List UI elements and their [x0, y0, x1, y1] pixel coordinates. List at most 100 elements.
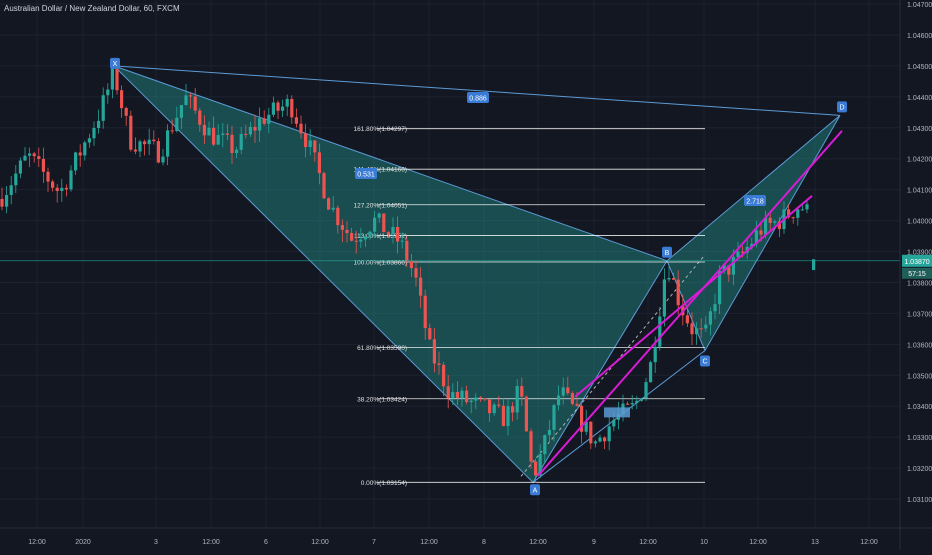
price-tick-label: 1.03100 [907, 497, 932, 504]
candle-body [179, 105, 183, 118]
candle-body [589, 421, 593, 444]
candle-body [350, 233, 354, 241]
candle-body [267, 114, 271, 124]
candle-body [419, 277, 423, 296]
candle-body [37, 156, 41, 159]
candle-body [276, 102, 280, 111]
point-a-label: A [533, 487, 538, 494]
candle-body [377, 213, 381, 218]
candle-body [235, 149, 239, 154]
candle-body [552, 405, 556, 430]
price-tick-label: 1.03700 [907, 311, 932, 318]
candle-body [506, 406, 510, 427]
candle-body [488, 399, 492, 414]
time-tick-label: 13 [811, 539, 819, 546]
candle-body [685, 315, 689, 324]
candle-body [120, 90, 124, 109]
time-tick-label: 12:00 [860, 539, 878, 546]
candle-body [465, 390, 469, 403]
candle-body [598, 437, 602, 442]
candle-body [166, 130, 170, 157]
candle-body [9, 185, 13, 195]
price-tick-label: 1.03900 [907, 250, 932, 257]
candle-body [754, 230, 758, 244]
fib-label: 127.20%(1.04051) [354, 202, 408, 209]
fib-label: 141.40%(1.04166) [354, 167, 408, 174]
candle-body [308, 140, 312, 148]
time-tick-label: 12:00 [202, 539, 220, 546]
candle-body [396, 226, 400, 242]
time-tick-label: 2020 [75, 539, 91, 546]
candle-body [290, 98, 294, 118]
candle-body [382, 213, 386, 233]
candle-body [731, 257, 735, 275]
candle-body [529, 431, 533, 462]
candle-body [189, 95, 193, 97]
candle-body [722, 265, 726, 272]
point-c-badge [700, 355, 710, 367]
fib-levels: 161.80%(1.04297) 141.40%(1.04166) 127.20%(… [354, 126, 705, 487]
candle-body [741, 251, 745, 253]
candle-body [299, 123, 303, 134]
point-c-label: C [702, 359, 707, 366]
candle-body [106, 89, 110, 96]
candle-body [566, 387, 570, 394]
candle-body [607, 426, 611, 442]
candle-body [212, 127, 216, 145]
candle-body [331, 207, 335, 210]
current-price-badge [902, 254, 932, 267]
candle-body [451, 392, 455, 399]
candle-body [708, 311, 712, 325]
candle-body [322, 173, 326, 199]
candle-body [538, 454, 542, 476]
candle-body [777, 221, 781, 230]
candle-body [207, 127, 211, 136]
candle-body [184, 95, 188, 106]
candle-body [138, 141, 142, 152]
candle-body [492, 404, 496, 414]
candle-body [570, 393, 574, 404]
time-tick-label: 12:00 [749, 539, 767, 546]
trend-tag [604, 407, 630, 418]
candle-body [0, 198, 4, 207]
point-d-badge [837, 101, 847, 113]
fib-label: 161.80%(1.04297) [354, 126, 408, 133]
candle-body [87, 138, 91, 143]
fib-label: 113.00%(1.03952) [354, 233, 407, 240]
candle-body [469, 400, 473, 403]
candle-body [547, 429, 551, 436]
candle-body [543, 435, 547, 455]
candle-body [658, 316, 662, 347]
trend-lines [0, 130, 900, 477]
candle-body [97, 120, 101, 128]
pattern-triangle-bcd [666, 114, 841, 352]
candle-body [285, 98, 289, 107]
candle-body [773, 221, 777, 223]
candle-body [51, 181, 55, 188]
candle-body [198, 110, 202, 125]
candle-body [294, 117, 298, 124]
candle-body [354, 240, 358, 242]
time-tick-label: 12:00 [311, 539, 329, 546]
candle-body [515, 386, 519, 413]
candle-body [221, 133, 225, 135]
price-tick-label: 1.04200 [907, 157, 932, 164]
time-axis: 12:00 2020 3 12:00 6 12:00 7 12:00 8 12:00 9 12:00 1… [0, 527, 932, 546]
candle-body [133, 149, 137, 152]
time-tick-label: 12:00 [420, 539, 438, 546]
countdown-badge [902, 267, 932, 279]
candle-body [575, 403, 579, 406]
point-x-label: X [113, 61, 118, 68]
candle-body [32, 153, 36, 157]
candle-body [161, 156, 165, 163]
candle-body [345, 229, 349, 234]
price-tick-label: 1.04300 [907, 126, 932, 133]
pattern-triangle-xab [113, 65, 668, 484]
candle-body [175, 117, 179, 131]
price-axis: 1.04700 1.04600 1.04500 1.04400 1.04300 1.042… [899, 0, 932, 550]
candle-body [258, 118, 262, 131]
symbol-title: Australian Dollar / New Zealand Dollar, … [4, 4, 180, 13]
candle-body [630, 403, 634, 405]
